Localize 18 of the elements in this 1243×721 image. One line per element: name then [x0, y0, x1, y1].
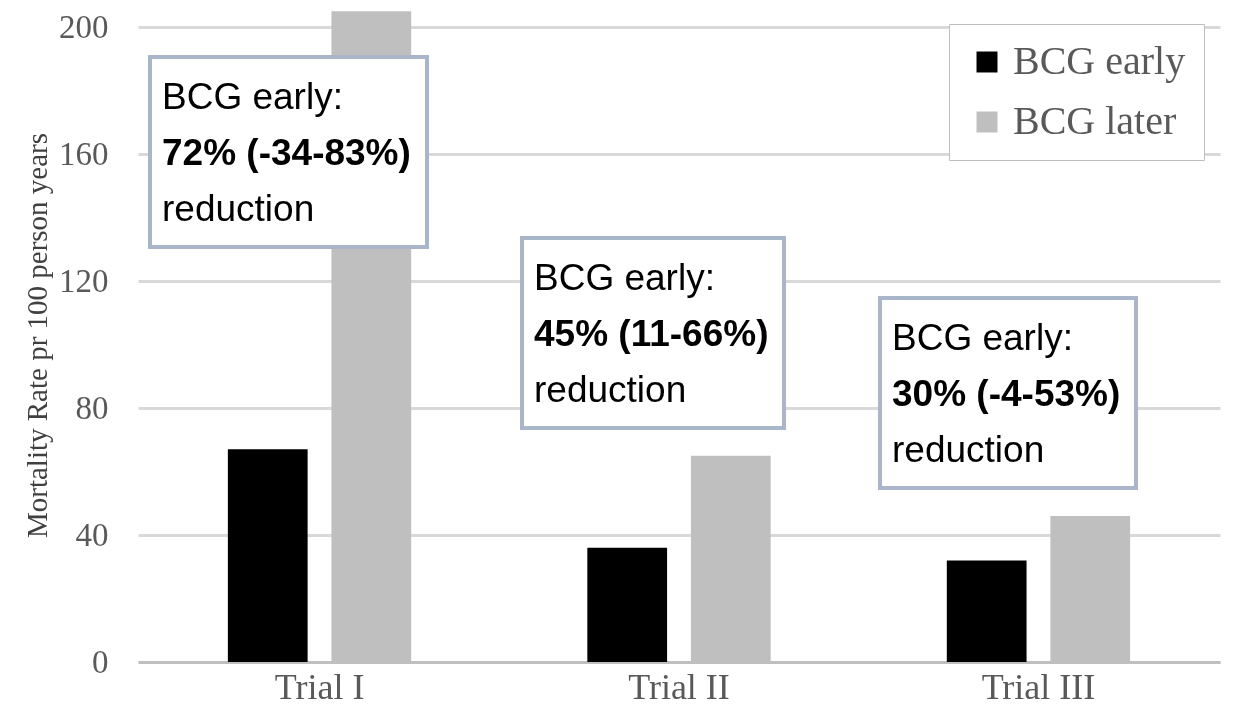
- x-tick-label: Trial III: [981, 666, 1096, 707]
- annotation: BCG early: 45% (11-66%) reduction: [534, 256, 769, 412]
- y-tick-label: 0: [92, 643, 109, 680]
- bar: [227, 449, 308, 662]
- annotation: BCG early: 30% (-4-53%) reduction: [892, 316, 1121, 472]
- bar: [587, 547, 668, 662]
- y-tick-label: 160: [59, 135, 109, 172]
- x-tick-label: Trial II: [628, 666, 730, 707]
- y-tick-label: 200: [59, 8, 109, 45]
- legend-label: BCG later: [1013, 98, 1177, 143]
- bar: [946, 560, 1027, 662]
- y-axis-title: Mortality Rate pr 100 person years: [21, 132, 53, 539]
- y-tick-label: 120: [59, 262, 109, 299]
- legend-label: BCG early: [1013, 38, 1186, 83]
- x-tick-label: Trial I: [274, 666, 365, 707]
- annotation: BCG early: 72% (-34-83%) reduction: [162, 75, 411, 231]
- y-tick-label: 40: [75, 516, 109, 553]
- y-tick-label: 80: [75, 389, 109, 426]
